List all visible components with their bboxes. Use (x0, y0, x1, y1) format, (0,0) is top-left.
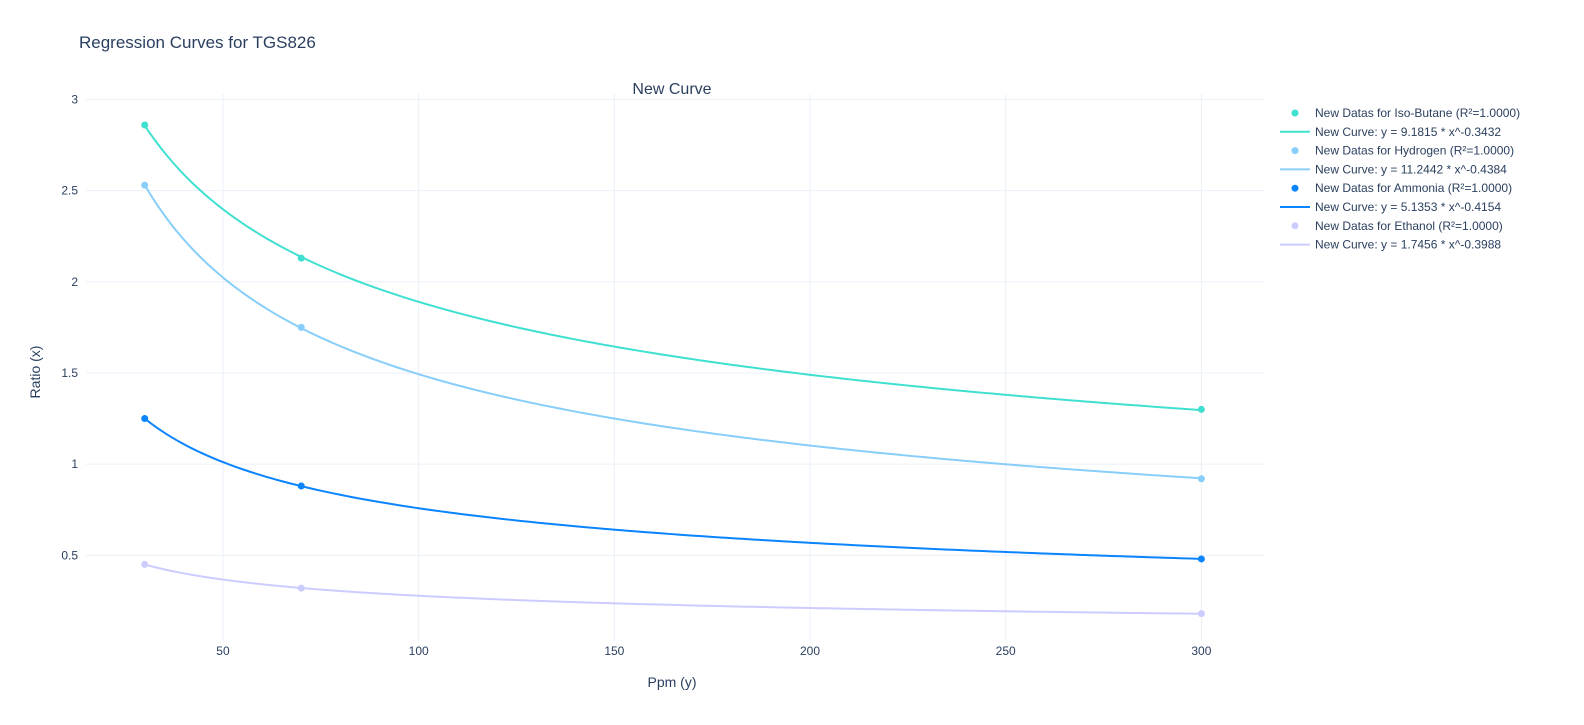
data-point (141, 560, 149, 568)
data-point (141, 181, 149, 189)
legend-item[interactable]: New Curve: y = 5.1353 * x^-0.4154 (1280, 200, 1501, 214)
legend-label: New Datas for Iso-Butane (R²=1.0000) (1315, 106, 1520, 120)
legend-item[interactable]: New Curve: y = 11.2442 * x^-0.4384 (1280, 162, 1507, 176)
data-point (1197, 610, 1205, 618)
x-axis-title: Ppm (y) (648, 674, 697, 690)
plot-background (86, 94, 1264, 641)
x-tick-label: 50 (216, 644, 230, 658)
legend-marker-swatch (1291, 109, 1299, 117)
data-point (297, 254, 305, 262)
y-tick-label: 2.5 (61, 184, 78, 198)
markers (141, 121, 1205, 618)
curve-line (143, 184, 1202, 480)
legend-label: New Datas for Hydrogen (R²=1.0000) (1315, 144, 1514, 158)
data-point (1197, 555, 1205, 563)
legend-item[interactable]: New Datas for Iso-Butane (R²=1.0000) (1291, 106, 1521, 120)
curves (143, 124, 1202, 615)
legend[interactable]: New Datas for Iso-Butane (R²=1.0000) New … (1280, 106, 1520, 252)
data-point (297, 323, 305, 331)
legend-label: New Curve: y = 11.2442 * x^-0.4384 (1315, 162, 1507, 176)
data-point (297, 584, 305, 592)
x-tick-label: 300 (1191, 644, 1211, 658)
legend-label: New Datas for Ammonia (R²=1.0000) (1315, 181, 1512, 195)
legend-item[interactable]: New Datas for Ammonia (R²=1.0000) (1291, 181, 1513, 195)
data-point (141, 121, 149, 129)
chart-title: New Curve (632, 81, 711, 98)
data-point (297, 482, 305, 490)
legend-label: New Datas for Ethanol (R²=1.0000) (1315, 219, 1503, 233)
legend-marker-swatch (1291, 184, 1299, 192)
x-axis-ticks: 50 100 150 200 250 300 (216, 644, 1211, 658)
legend-item[interactable]: New Curve: y = 1.7456 * x^-0.3988 (1280, 238, 1501, 252)
y-tick-label: 1.5 (61, 366, 78, 380)
y-tick-label: 0.5 (61, 548, 78, 562)
legend-label: New Curve: y = 9.1815 * x^-0.3432 (1315, 125, 1501, 139)
x-tick-label: 200 (800, 644, 820, 658)
data-point (1197, 405, 1205, 413)
page-title: Regression Curves for TGS826 (79, 33, 316, 52)
grid (86, 94, 1264, 641)
y-tick-label: 3 (71, 92, 78, 106)
y-tick-label: 2 (71, 275, 78, 289)
data-point (1197, 475, 1205, 483)
x-tick-label: 250 (996, 644, 1016, 658)
curve-line (143, 124, 1202, 412)
curve-line (144, 417, 1202, 560)
legend-item[interactable]: New Datas for Hydrogen (R²=1.0000) (1291, 144, 1515, 158)
legend-label: New Curve: y = 1.7456 * x^-0.3988 (1315, 238, 1501, 252)
legend-label: New Curve: y = 5.1353 * x^-0.4154 (1315, 200, 1501, 214)
legend-marker-swatch (1291, 222, 1299, 230)
legend-item[interactable]: New Curve: y = 9.1815 * x^-0.3432 (1280, 125, 1501, 139)
legend-marker-swatch (1291, 147, 1299, 155)
curve-line (144, 563, 1202, 615)
x-tick-label: 150 (604, 644, 624, 658)
y-axis-title: Ratio (x) (27, 346, 43, 399)
y-axis-ticks: 0.5 1 1.5 2 2.5 3 (61, 92, 78, 562)
x-tick-label: 100 (409, 644, 429, 658)
y-tick-label: 1 (71, 457, 78, 471)
legend-item[interactable]: New Datas for Ethanol (R²=1.0000) (1291, 219, 1503, 233)
data-point (141, 415, 149, 423)
